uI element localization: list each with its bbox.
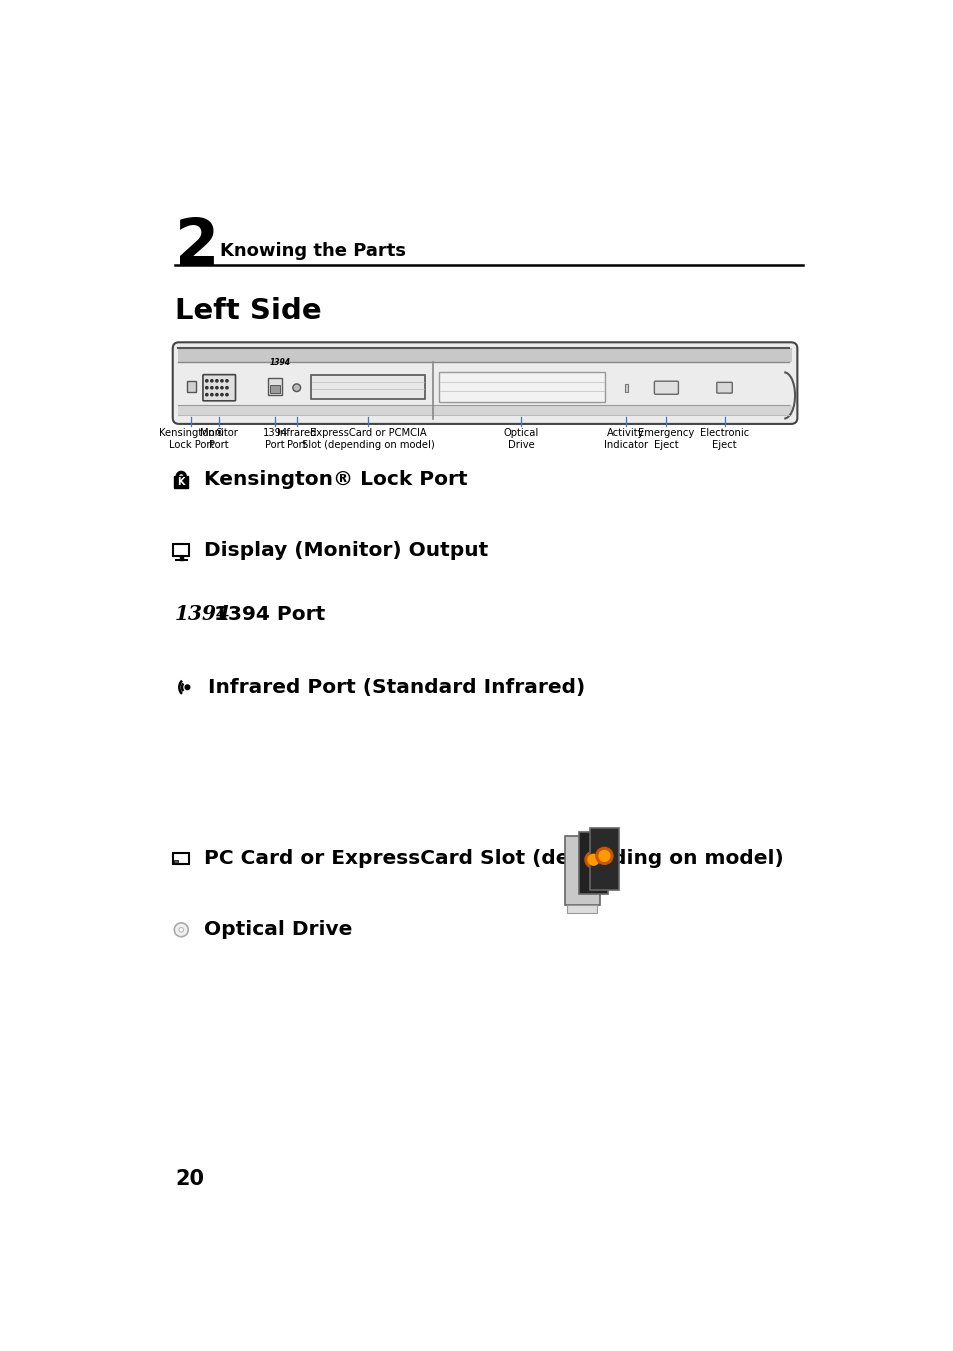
- Circle shape: [206, 380, 208, 382]
- Bar: [178, 349, 791, 362]
- Bar: [268, 378, 282, 396]
- Circle shape: [174, 923, 188, 936]
- Bar: [589, 828, 618, 890]
- Text: Emergency
Eject: Emergency Eject: [638, 428, 694, 450]
- Circle shape: [211, 386, 213, 389]
- Text: Optical Drive: Optical Drive: [204, 920, 353, 939]
- FancyBboxPatch shape: [654, 381, 678, 394]
- Circle shape: [598, 851, 609, 862]
- Circle shape: [226, 380, 228, 382]
- Circle shape: [293, 384, 300, 392]
- Circle shape: [211, 393, 213, 396]
- Text: Electronic
Eject: Electronic Eject: [700, 428, 748, 450]
- Bar: [438, 373, 604, 401]
- Text: Left Side: Left Side: [174, 297, 321, 324]
- Circle shape: [584, 851, 601, 869]
- Circle shape: [185, 685, 190, 689]
- Text: ExpressCard or PCMCIA
Slot (depending on model): ExpressCard or PCMCIA Slot (depending on…: [301, 428, 434, 450]
- Circle shape: [226, 393, 228, 396]
- Circle shape: [215, 393, 218, 396]
- Bar: [173, 852, 189, 863]
- Circle shape: [215, 380, 218, 382]
- Bar: [311, 376, 425, 399]
- Text: 2: 2: [174, 216, 219, 278]
- Text: Knowing the Parts: Knowing the Parts: [220, 242, 406, 261]
- FancyBboxPatch shape: [172, 342, 797, 424]
- Circle shape: [220, 386, 223, 389]
- Bar: [187, 381, 195, 392]
- Text: K: K: [177, 477, 185, 488]
- Text: PC Card or ExpressCard Slot (depending on model): PC Card or ExpressCard Slot (depending o…: [204, 848, 783, 867]
- Bar: [173, 544, 189, 557]
- Bar: [270, 385, 280, 393]
- Text: 1394
Port: 1394 Port: [262, 428, 288, 450]
- Bar: [174, 477, 188, 488]
- Circle shape: [226, 386, 228, 389]
- Text: Infrared
Port: Infrared Port: [276, 428, 316, 450]
- Bar: [564, 836, 599, 905]
- Circle shape: [220, 393, 223, 396]
- Bar: [179, 557, 183, 561]
- Circle shape: [215, 386, 218, 389]
- Bar: [624, 384, 628, 392]
- Circle shape: [587, 854, 598, 865]
- Text: 1394: 1394: [269, 358, 290, 366]
- Text: Monitor
Port: Monitor Port: [200, 428, 238, 450]
- Circle shape: [211, 380, 213, 382]
- Circle shape: [596, 847, 612, 865]
- Text: 20: 20: [174, 1169, 204, 1189]
- Text: Kensington®
Lock Port: Kensington® Lock Port: [158, 428, 224, 450]
- Text: 1394: 1394: [174, 604, 231, 624]
- Text: Optical
Drive: Optical Drive: [503, 428, 538, 450]
- Text: Infrared Port (Standard Infrared): Infrared Port (Standard Infrared): [208, 678, 585, 697]
- Text: Kensington® Lock Port: Kensington® Lock Port: [204, 470, 468, 489]
- Circle shape: [220, 380, 223, 382]
- Bar: [567, 905, 597, 913]
- Bar: [174, 859, 178, 863]
- Text: Activity
Indicator: Activity Indicator: [603, 428, 647, 450]
- Bar: [178, 405, 791, 416]
- Circle shape: [179, 928, 183, 932]
- FancyBboxPatch shape: [716, 382, 732, 393]
- Circle shape: [206, 386, 208, 389]
- Text: 1394 Port: 1394 Port: [213, 605, 325, 624]
- Bar: [578, 832, 608, 893]
- Circle shape: [206, 393, 208, 396]
- FancyBboxPatch shape: [203, 374, 235, 401]
- Text: Display (Monitor) Output: Display (Monitor) Output: [204, 540, 488, 559]
